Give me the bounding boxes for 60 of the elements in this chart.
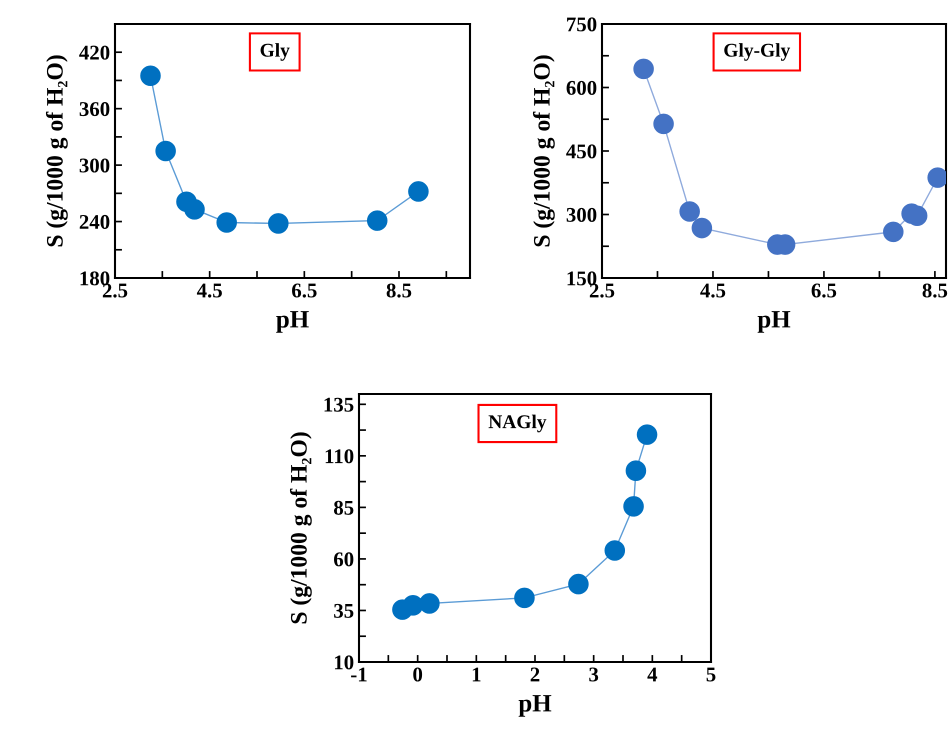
- annotation: Gly: [260, 43, 290, 61]
- x-tick-label: 2.5: [102, 284, 128, 298]
- x-tick-label: 3: [589, 668, 598, 682]
- point: [419, 593, 440, 614]
- point: [408, 181, 429, 202]
- point: [633, 58, 654, 80]
- point: [623, 496, 644, 517]
- annotation: NAGly: [488, 414, 546, 432]
- point: [653, 114, 674, 134]
- point: [402, 595, 424, 616]
- y-tick-label: 600: [566, 80, 596, 95]
- point: [268, 213, 289, 234]
- x-tick-label: 4.5: [196, 284, 222, 298]
- point: [514, 588, 535, 608]
- y-tick-label: 300: [80, 158, 110, 173]
- y-tick-label: 420: [79, 46, 110, 60]
- y-tick-label: 85: [334, 500, 354, 515]
- y-tick-label: 180: [80, 271, 110, 286]
- x-tick-label: 8.5: [922, 283, 948, 298]
- x-axis-title: pH: [518, 695, 552, 717]
- y-axis-title: S (g/1000 g of H₂O): [290, 432, 312, 624]
- point: [692, 218, 712, 238]
- point: [636, 424, 658, 445]
- y-tick-label: 135: [324, 398, 354, 412]
- y-tick-label: 750: [567, 17, 596, 32]
- x-axis-title: pH: [758, 311, 790, 333]
- x-tick-label: 2: [530, 668, 540, 682]
- y-tick-label: 300: [566, 208, 596, 222]
- point: [679, 201, 700, 222]
- point: [216, 212, 237, 233]
- point: [366, 210, 388, 231]
- x-tick-label: 5: [706, 668, 716, 682]
- point: [155, 140, 176, 162]
- y-tick-label: 360: [80, 102, 110, 116]
- y-tick-label: 110: [326, 449, 354, 464]
- point: [184, 199, 205, 220]
- x-tick-label: 4: [647, 668, 658, 682]
- x-tick-label: -1: [351, 668, 367, 682]
- x-tick-label: 6.5: [292, 284, 317, 298]
- annotation: Gly-Gly: [724, 43, 790, 61]
- x-tick-label: 0: [413, 667, 422, 682]
- x-tick-label: 6.5: [812, 284, 836, 298]
- x-tick-label: 8.5: [386, 283, 412, 298]
- point: [883, 222, 904, 242]
- point: [140, 65, 161, 86]
- point: [604, 540, 626, 561]
- x-tick-label: 1: [472, 668, 480, 682]
- x-axis-title: pH: [276, 311, 309, 333]
- y-tick-label: 60: [334, 552, 354, 566]
- y-tick-label: 35: [334, 604, 354, 618]
- y-axis-title: S (g/1000 g of H₂O): [46, 55, 68, 246]
- x-tick-label: 2.5: [590, 284, 614, 298]
- x-tick-label: 4.5: [700, 284, 726, 298]
- point: [626, 460, 646, 481]
- y-axis-title: S (g/1000 g of H₂O): [532, 55, 555, 246]
- y-tick-label: 150: [568, 271, 596, 286]
- point: [568, 574, 589, 594]
- y-tick-label: 240: [80, 214, 110, 229]
- y-tick-label: 450: [566, 144, 596, 158]
- y-tick-label: 10: [334, 655, 354, 670]
